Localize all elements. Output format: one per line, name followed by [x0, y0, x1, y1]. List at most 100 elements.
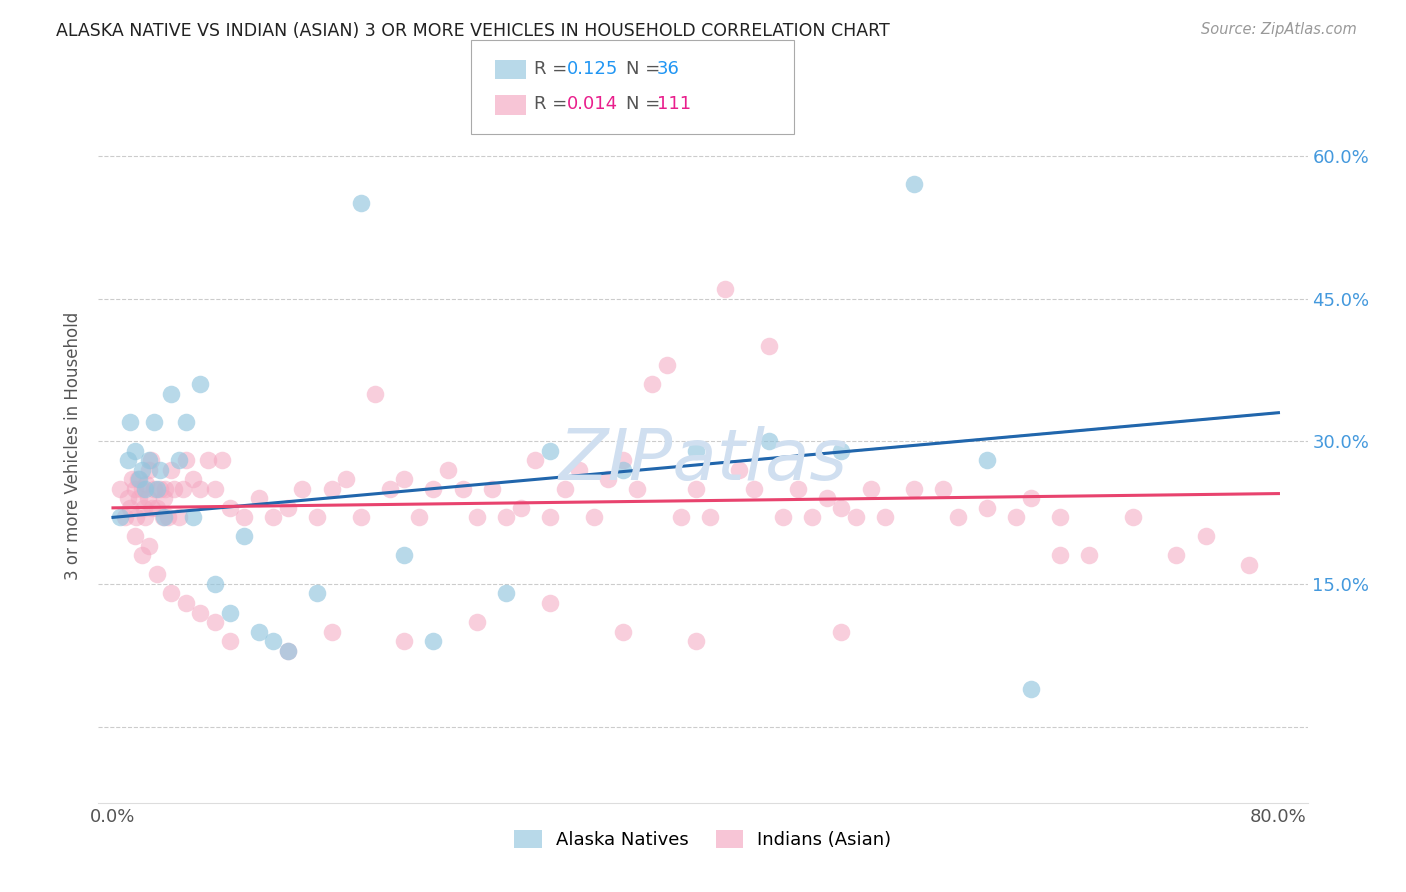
Point — [714, 282, 737, 296]
Point — [120, 415, 142, 429]
Text: N =: N = — [626, 95, 665, 113]
Point — [218, 606, 240, 620]
Point — [233, 529, 256, 543]
Point — [465, 615, 488, 629]
Text: R =: R = — [534, 95, 574, 113]
Point — [157, 510, 180, 524]
Point — [131, 549, 153, 563]
Point — [1019, 681, 1042, 696]
Point — [145, 500, 167, 515]
Point — [538, 510, 561, 524]
Point — [124, 529, 146, 543]
Y-axis label: 3 or more Vehicles in Household: 3 or more Vehicles in Household — [65, 312, 83, 580]
Point — [155, 482, 177, 496]
Point — [262, 510, 284, 524]
Point — [247, 624, 270, 639]
Point — [538, 443, 561, 458]
Point — [204, 482, 226, 496]
Point — [218, 634, 240, 648]
Point — [152, 510, 174, 524]
Point — [568, 463, 591, 477]
Point — [160, 586, 183, 600]
Point — [142, 415, 165, 429]
Point — [903, 178, 925, 192]
Point — [120, 500, 142, 515]
Point — [408, 510, 430, 524]
Point — [394, 472, 416, 486]
Point — [335, 472, 357, 486]
Point — [859, 482, 882, 496]
Point — [160, 386, 183, 401]
Point — [685, 634, 707, 648]
Text: 36: 36 — [657, 60, 679, 78]
Point — [153, 510, 176, 524]
Point — [378, 482, 401, 496]
Point — [218, 500, 240, 515]
Point — [875, 510, 897, 524]
Text: 0.014: 0.014 — [567, 95, 617, 113]
Point — [277, 643, 299, 657]
Point — [582, 510, 605, 524]
Point — [197, 453, 219, 467]
Point — [204, 615, 226, 629]
Point — [174, 596, 197, 610]
Point — [772, 510, 794, 524]
Text: ALASKA NATIVE VS INDIAN (ASIAN) 3 OR MORE VEHICLES IN HOUSEHOLD CORRELATION CHAR: ALASKA NATIVE VS INDIAN (ASIAN) 3 OR MOR… — [56, 22, 890, 40]
Point — [233, 510, 256, 524]
Point — [1019, 491, 1042, 506]
Point — [655, 358, 678, 372]
Point — [350, 196, 373, 211]
Point — [976, 453, 998, 467]
Point — [699, 510, 721, 524]
Point — [153, 491, 176, 506]
Point — [758, 434, 780, 449]
Point — [495, 510, 517, 524]
Point — [422, 482, 444, 496]
Point — [142, 482, 165, 496]
Point — [509, 500, 531, 515]
Text: 111: 111 — [657, 95, 690, 113]
Point — [167, 510, 190, 524]
Point — [172, 482, 194, 496]
Text: Source: ZipAtlas.com: Source: ZipAtlas.com — [1201, 22, 1357, 37]
Point — [1166, 549, 1188, 563]
Point — [801, 510, 824, 524]
Point — [685, 482, 707, 496]
Point — [538, 596, 561, 610]
Point — [247, 491, 270, 506]
Point — [138, 463, 160, 477]
Point — [830, 500, 852, 515]
Point — [131, 482, 153, 496]
Point — [149, 482, 172, 496]
Point — [110, 482, 132, 496]
Point — [903, 482, 925, 496]
Point — [786, 482, 808, 496]
Point — [125, 510, 148, 524]
Point — [641, 377, 664, 392]
Point — [394, 549, 416, 563]
Point — [121, 472, 143, 486]
Point — [277, 643, 299, 657]
Point — [932, 482, 955, 496]
Point — [160, 463, 183, 477]
Point — [190, 482, 212, 496]
Point — [277, 500, 299, 515]
Point — [758, 339, 780, 353]
Point — [685, 443, 707, 458]
Point — [626, 482, 648, 496]
Point — [394, 634, 416, 648]
Point — [136, 491, 159, 506]
Point — [305, 510, 328, 524]
Point — [167, 453, 190, 467]
Point — [1049, 549, 1071, 563]
Point — [1005, 510, 1028, 524]
Point — [1239, 558, 1261, 572]
Point — [174, 415, 197, 429]
Point — [117, 453, 139, 467]
Point — [262, 634, 284, 648]
Point — [364, 386, 387, 401]
Point — [495, 586, 517, 600]
Point — [946, 510, 969, 524]
Point — [830, 624, 852, 639]
Point — [181, 510, 204, 524]
